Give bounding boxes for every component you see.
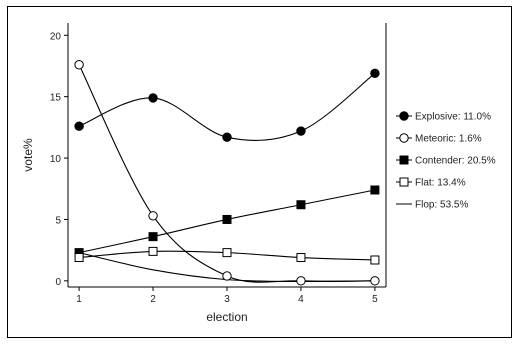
legend-label: Flop: 53.5% bbox=[415, 200, 468, 211]
data-point bbox=[222, 248, 232, 258]
x-tick-label: 1 bbox=[76, 294, 82, 305]
legend-label: Explosive: 11.0% bbox=[415, 112, 491, 123]
data-point bbox=[370, 276, 380, 286]
data-point bbox=[74, 121, 84, 131]
x-tick-label: 3 bbox=[224, 294, 230, 305]
y-tick-label: 5 bbox=[55, 215, 61, 226]
data-point bbox=[296, 126, 306, 136]
x-tick-label: 5 bbox=[372, 294, 378, 305]
chart-frame: 0 5 10 15 20 1 2 3 4 5 Explosive: 11.0% Meteoric: … bbox=[7, 6, 512, 338]
x-axis-label: election bbox=[206, 310, 247, 324]
y-tick-label: 10 bbox=[50, 154, 62, 165]
data-point bbox=[370, 185, 380, 195]
legend-marker bbox=[399, 133, 409, 143]
legend: Explosive: 11.0% Meteoric: 1.6% Contender:… bbox=[396, 111, 496, 211]
data-point bbox=[296, 200, 306, 210]
y-axis-label: vote% bbox=[21, 138, 35, 172]
legend-label: Flat: 13.4% bbox=[415, 178, 466, 189]
line-chart: 0 5 10 15 20 1 2 3 4 5 Explosive: 11.0% Meteoric: … bbox=[21, 23, 496, 324]
data-point bbox=[370, 255, 380, 265]
data-point bbox=[74, 60, 84, 70]
x-tick-label: 2 bbox=[150, 294, 156, 305]
data-point bbox=[148, 93, 158, 103]
legend-marker bbox=[399, 177, 409, 187]
data-point bbox=[370, 68, 380, 79]
data-point bbox=[148, 246, 158, 256]
legend-marker bbox=[399, 111, 409, 121]
x-tick-label: 4 bbox=[298, 294, 304, 305]
axes: 0 5 10 15 20 1 2 3 4 5 bbox=[50, 23, 387, 305]
data-point bbox=[222, 132, 232, 142]
legend-marker bbox=[399, 155, 409, 165]
legend-label: Meteoric: 1.6% bbox=[415, 134, 482, 145]
series-markers bbox=[74, 60, 380, 286]
data-point bbox=[148, 211, 158, 221]
series-line-0 bbox=[78, 72, 376, 141]
data-point bbox=[296, 276, 306, 286]
data-point bbox=[296, 253, 306, 263]
data-point bbox=[148, 232, 158, 242]
y-tick-label: 20 bbox=[50, 31, 62, 42]
y-tick-label: 15 bbox=[50, 93, 62, 104]
data-point bbox=[74, 253, 84, 263]
legend-label: Contender: 20.5% bbox=[415, 156, 496, 167]
y-tick-label: 0 bbox=[55, 277, 61, 288]
data-point bbox=[222, 271, 232, 281]
data-point bbox=[222, 214, 232, 224]
